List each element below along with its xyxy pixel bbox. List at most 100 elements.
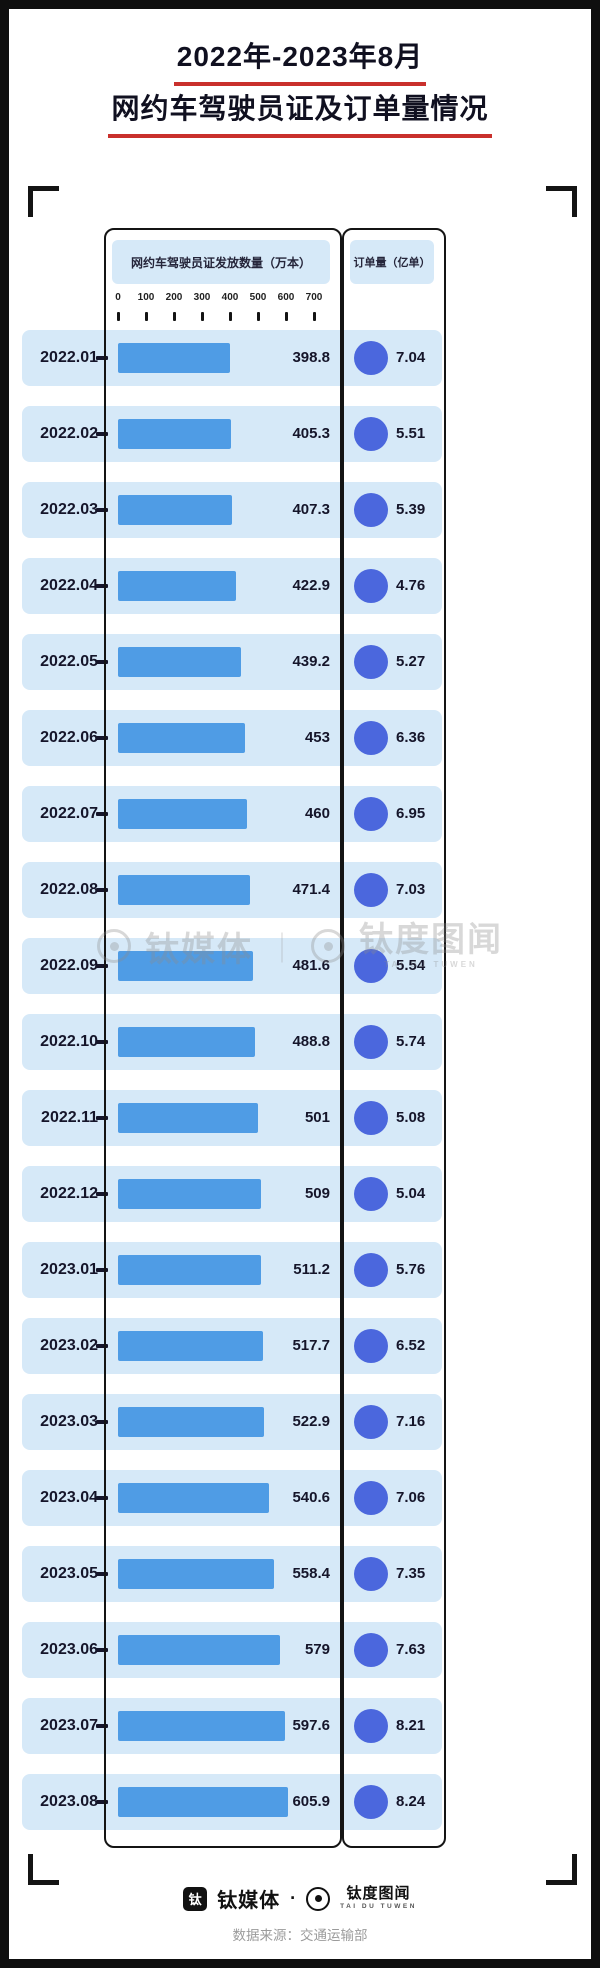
- footer-separator: ·: [290, 1888, 297, 1908]
- cert-bar: [118, 1179, 261, 1209]
- order-value-label: 5.39: [396, 501, 426, 518]
- order-value-label: 5.74: [396, 1033, 426, 1050]
- corner-bracket-top-left-icon: [28, 186, 59, 217]
- cert-bar: [118, 419, 232, 449]
- month-tick-icon: [96, 1648, 108, 1652]
- month-label: 2023.05: [40, 1565, 98, 1582]
- order-dot-icon: [354, 721, 388, 755]
- order-value-label: 8.24: [396, 1793, 426, 1810]
- chart-row: 2022.04 422.9 4.76: [0, 558, 600, 614]
- month-tick-icon: [96, 584, 108, 588]
- cert-value-label: 522.9: [292, 1413, 330, 1430]
- cert-bar: [118, 1635, 281, 1665]
- cert-bar: [118, 1711, 286, 1741]
- month-label: 2022.04: [40, 577, 98, 594]
- footer-brand-tmt: 钛媒体: [217, 1890, 281, 1912]
- month-label: 2022.03: [40, 501, 98, 518]
- chart-row: 2022.10 488.8 5.74: [0, 1014, 600, 1070]
- chart-row: 2022.08 471.4 7.03: [0, 862, 600, 918]
- order-value-label: 7.35: [396, 1565, 426, 1582]
- order-dot-icon: [354, 1025, 388, 1059]
- cert-value-label: 405.3: [292, 425, 330, 442]
- cert-bar: [118, 1559, 275, 1589]
- month-label: 2022.09: [40, 957, 98, 974]
- month-tick-icon: [96, 1800, 108, 1804]
- month-label: 2023.07: [40, 1717, 98, 1734]
- cert-bar: [118, 1255, 262, 1285]
- cert-value-label: 517.7: [292, 1337, 330, 1354]
- month-tick-icon: [96, 1040, 108, 1044]
- order-dot-icon: [354, 1633, 388, 1667]
- cert-value-label: 453: [304, 729, 330, 746]
- chart-row: 2022.11 501 5.08: [0, 1090, 600, 1146]
- corner-bracket-top-right-icon: [546, 186, 577, 217]
- month-tick-icon: [96, 1420, 108, 1424]
- cert-bar: [118, 799, 247, 829]
- order-dot-icon: [354, 1253, 388, 1287]
- order-value-label: 5.04: [396, 1185, 426, 1202]
- order-value-label: 7.03: [396, 881, 426, 898]
- month-label: 2022.08: [40, 881, 98, 898]
- month-tick-icon: [96, 660, 108, 664]
- cert-bar: [118, 1027, 255, 1057]
- cert-value-label: 407.3: [292, 501, 330, 518]
- chart-row: 2023.08 605.9 8.24: [0, 1774, 600, 1830]
- cert-value-label: 501: [304, 1109, 330, 1126]
- chart-row: 2022.03 407.3 5.39: [0, 482, 600, 538]
- order-value-label: 5.08: [396, 1109, 426, 1126]
- chart-row: 2022.05 439.2 5.27: [0, 634, 600, 690]
- chart-row: 2022.02 405.3 5.51: [0, 406, 600, 462]
- order-value-label: 5.27: [396, 653, 426, 670]
- chart-row: 2023.05 558.4 7.35: [0, 1546, 600, 1602]
- order-value-label: 6.36: [396, 729, 426, 746]
- month-label: 2022.07: [40, 805, 98, 822]
- footer-brand-row: 钛 钛媒体 · 钛度图闻 TAI DU TUWEN: [0, 1884, 600, 1913]
- cert-value-label: 558.4: [292, 1565, 330, 1582]
- order-dot-icon: [354, 1329, 388, 1363]
- month-tick-icon: [96, 736, 108, 740]
- cert-value-label: 471.4: [292, 881, 330, 898]
- chart-row: 2022.07 460 6.95: [0, 786, 600, 842]
- order-value-label: 6.52: [396, 1337, 426, 1354]
- order-dot-icon: [354, 873, 388, 907]
- cert-panel: [104, 228, 342, 1848]
- cert-value-label: 398.8: [292, 349, 330, 366]
- order-value-label: 6.95: [396, 805, 426, 822]
- order-value-label: 7.63: [396, 1641, 426, 1658]
- month-tick-icon: [96, 1116, 108, 1120]
- title-line-1: 2022年-2023年8月: [173, 34, 427, 86]
- cert-value-label: 605.9: [292, 1793, 330, 1810]
- chart-row: 2023.01 511.2 5.76: [0, 1242, 600, 1298]
- month-tick-icon: [96, 1192, 108, 1196]
- cert-value-label: 460: [304, 805, 330, 822]
- month-tick-icon: [96, 1344, 108, 1348]
- cert-bar: [118, 647, 241, 677]
- order-dot-icon: [354, 1177, 388, 1211]
- cert-value-label: 511.2: [293, 1261, 330, 1278]
- order-dot-icon: [354, 1101, 388, 1135]
- month-tick-icon: [96, 812, 108, 816]
- month-tick-icon: [96, 356, 108, 360]
- cert-bar: [118, 571, 237, 601]
- cert-value-label: 540.6: [292, 1489, 330, 1506]
- order-value-label: 5.54: [396, 957, 426, 974]
- month-label: 2022.01: [40, 349, 98, 366]
- month-label: 2023.08: [40, 1793, 98, 1810]
- order-value-label: 7.04: [396, 349, 426, 366]
- cert-value-label: 509: [304, 1185, 330, 1202]
- month-tick-icon: [96, 1724, 108, 1728]
- order-dot-icon: [354, 1785, 388, 1819]
- month-label: 2022.10: [40, 1033, 98, 1050]
- order-dot-icon: [354, 1557, 388, 1591]
- footer-brand-taidu: 钛度图闻: [346, 1885, 411, 1903]
- cert-bar: [118, 1331, 263, 1361]
- chart-row: 2023.07 597.6 8.21: [0, 1698, 600, 1754]
- cert-bar: [118, 495, 233, 525]
- order-value-label: 7.16: [396, 1413, 426, 1430]
- order-dot-icon: [354, 569, 388, 603]
- cert-bar: [118, 875, 250, 905]
- month-tick-icon: [96, 1572, 108, 1576]
- cert-value-label: 481.6: [292, 957, 330, 974]
- title-line-2: 网约车驾驶员证及订单量情况: [108, 86, 492, 138]
